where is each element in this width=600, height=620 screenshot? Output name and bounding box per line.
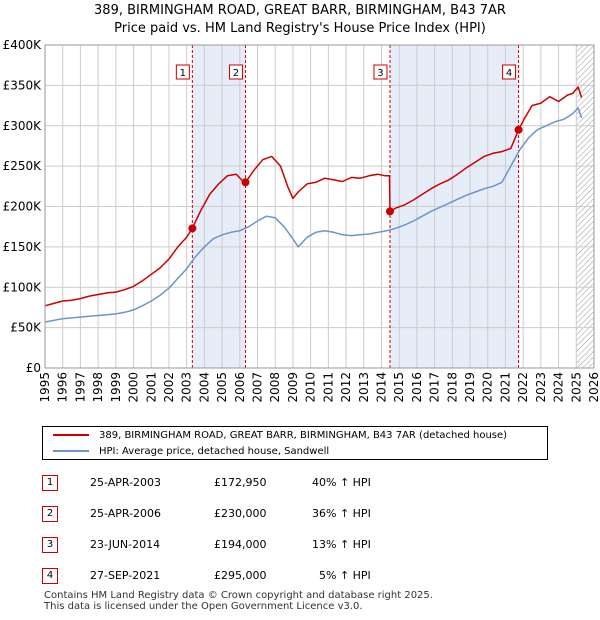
sale-number-badge: 2	[42, 506, 58, 522]
chart-title: 389, BIRMINGHAM ROAD, GREAT BARR, BIRMIN…	[0, 2, 600, 38]
x-tick-label: 1998	[91, 372, 105, 403]
sale-point	[188, 224, 197, 233]
x-tick-label: 2010	[304, 372, 318, 403]
footer: Contains HM Land Registry data © Crown c…	[44, 590, 433, 612]
x-tick-label: 2015	[392, 372, 406, 403]
x-tick-label: 1997	[73, 372, 87, 403]
y-tick-label: £350K	[3, 78, 43, 92]
sale-label-box	[175, 64, 190, 80]
x-tick-label: 2017	[428, 372, 442, 403]
sale-hpi-change: 40% ↑ HPI	[312, 476, 371, 489]
x-tick-label: 2022	[516, 372, 530, 403]
series-line-hpi	[44, 107, 583, 323]
y-tick-label: £200K	[3, 200, 43, 214]
sale-row: 3 23-JUN-2014 £194,000 13% ↑ HPI	[42, 537, 442, 553]
x-tick-label: 2021	[498, 372, 512, 403]
x-tick-label: 2026	[587, 372, 600, 403]
legend-swatch-hpi	[53, 450, 89, 452]
sale-row: 4 27-SEP-2021 £295,000 5% ↑ HPI	[42, 568, 442, 584]
sale-label: 3	[377, 68, 383, 79]
y-tick-label: £300K	[3, 119, 43, 133]
y-tick-label: £250K	[3, 159, 43, 173]
legend-label-hpi: HPI: Average price, detached house, Sand…	[99, 446, 330, 457]
x-tick-label: 2002	[162, 372, 176, 403]
sale-label-box	[502, 64, 517, 80]
x-tick-label: 1999	[109, 372, 123, 403]
legend: 389, BIRMINGHAM ROAD, GREAT BARR, BIRMIN…	[42, 426, 548, 460]
sale-row: 2 25-APR-2006 £230,000 36% ↑ HPI	[42, 506, 442, 522]
sale-row: 1 25-APR-2003 £172,950 40% ↑ HPI	[42, 475, 442, 491]
x-tick-label: 2011	[321, 372, 335, 403]
sale-date: 25-APR-2003	[90, 476, 162, 489]
x-tick-label: 2012	[339, 372, 353, 403]
sale-date: 25-APR-2006	[90, 507, 162, 520]
x-tick-label: 2006	[233, 372, 247, 403]
x-tick-label: 2016	[410, 372, 424, 403]
y-tick-label: £150K	[3, 240, 43, 254]
sale-point	[514, 125, 523, 134]
x-tick-label: 2005	[215, 372, 229, 403]
legend-item-property: 389, BIRMINGHAM ROAD, GREAT BARR, BIRMIN…	[53, 428, 507, 444]
x-tick-label: 2014	[374, 372, 388, 403]
x-tick-label: 2004	[197, 372, 211, 403]
x-tick-label: 2025	[569, 372, 583, 403]
sale-date: 27-SEP-2021	[90, 569, 161, 582]
x-tick-label: 2019	[463, 372, 477, 403]
x-tick-label: 2018	[445, 372, 459, 403]
sale-label: 2	[233, 68, 239, 79]
x-tick-label: 2003	[180, 372, 194, 403]
x-tick-label: 1995	[38, 372, 52, 403]
sale-label-box	[228, 64, 243, 80]
title-line-2: Price paid vs. HM Land Registry's House …	[114, 21, 486, 36]
sale-label: 4	[506, 68, 512, 79]
sale-number-badge: 1	[42, 475, 58, 491]
y-tick-label: £50K	[10, 321, 42, 335]
sale-price: £295,000	[214, 569, 267, 582]
x-tick-label: 2001	[144, 372, 158, 403]
sale-hpi-change: 5% ↑ HPI	[312, 569, 371, 582]
y-tick-label: £400K	[3, 38, 43, 52]
sale-date: 23-JUN-2014	[90, 538, 161, 551]
x-tick-label: 2013	[357, 372, 371, 403]
x-tick-label: 2000	[127, 372, 141, 403]
plot-frame	[44, 44, 595, 369]
legend-item-hpi: HPI: Average price, detached house, Sand…	[53, 444, 329, 460]
x-tick-label: 2023	[534, 372, 548, 403]
price-chart: 1 2 3 4 £0 £50K £100K £150K £200K £250K £300K £350K…	[3, 38, 600, 403]
sale-price: £172,950	[214, 476, 267, 489]
y-tick-label: £0	[26, 361, 41, 375]
x-tick-label: 2024	[552, 372, 566, 403]
sale-label: 1	[180, 68, 186, 79]
sale-hpi-change: 36% ↑ HPI	[312, 507, 371, 520]
x-tick-label: 1996	[56, 372, 70, 403]
sale-price: £230,000	[214, 507, 267, 520]
sale-point	[241, 178, 250, 187]
x-tick-label: 2008	[268, 372, 282, 403]
legend-swatch-property	[53, 434, 89, 436]
sale-number-badge: 3	[42, 537, 58, 553]
sale-label-box	[373, 64, 388, 80]
x-tick-label: 2020	[481, 372, 495, 403]
sale-price: £194,000	[214, 538, 267, 551]
sale-number-badge: 4	[42, 568, 58, 584]
legend-label-property: 389, BIRMINGHAM ROAD, GREAT BARR, BIRMIN…	[99, 430, 508, 441]
title-line-1: 389, BIRMINGHAM ROAD, GREAT BARR, BIRMIN…	[94, 3, 506, 18]
footer-copyright: Contains HM Land Registry data © Crown c…	[44, 590, 433, 601]
footer-licence: This data is licensed under the Open Gov…	[44, 601, 363, 612]
y-tick-label: £100K	[3, 280, 43, 294]
sale-point	[385, 207, 394, 216]
series-line-property	[44, 86, 583, 307]
x-tick-label: 2007	[251, 372, 265, 403]
x-tick-label: 2009	[286, 372, 300, 403]
sale-hpi-change: 13% ↑ HPI	[312, 538, 371, 551]
